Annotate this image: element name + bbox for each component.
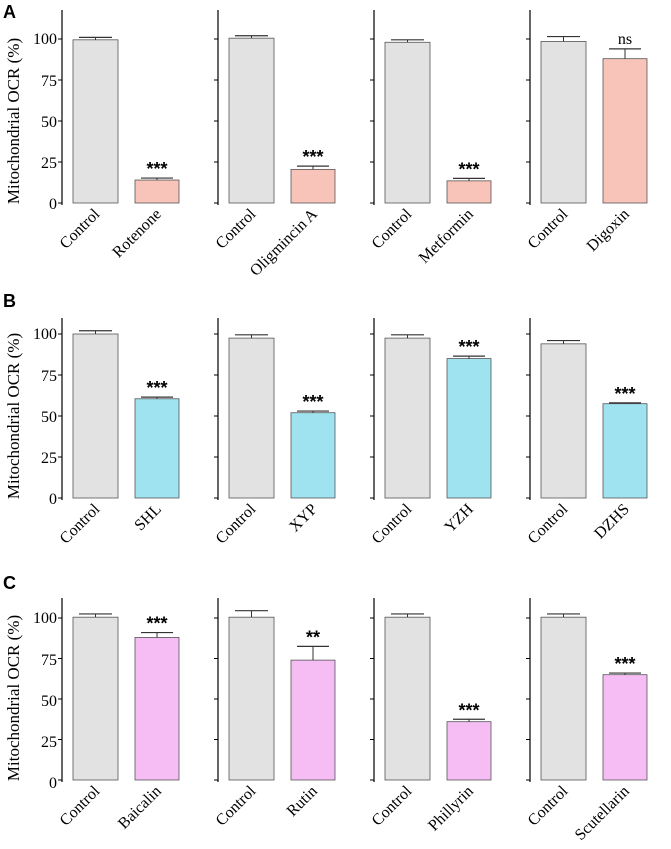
panel-label-c: C [3, 573, 16, 593]
category-label: SHL [131, 501, 164, 534]
bar [228, 37, 275, 204]
bar [384, 337, 431, 499]
chart-b-2: Control *** XYP [213, 318, 336, 547]
y-tick-label: 25 [41, 734, 57, 751]
bar-charts: Control***Rotenone Control***Oligmincin A… [57, 10, 648, 844]
y-axis-title-b: Mitochondrial OCR (%) [4, 333, 23, 499]
significance-label: *** [614, 654, 635, 674]
category-label: XYP [286, 501, 321, 536]
significance-label: *** [458, 700, 479, 720]
significance-label: *** [302, 147, 323, 167]
significance-label: *** [146, 159, 167, 179]
chart-b-3: Control *** YZH [369, 318, 492, 547]
chart-b-4: Control *** DZHS [525, 318, 648, 547]
bar [540, 616, 587, 781]
bar [602, 58, 648, 204]
bar [384, 41, 431, 204]
bar [72, 39, 119, 204]
chart-a-3: Control *** Metformin [369, 10, 492, 267]
bar [72, 616, 119, 781]
category-label: Scutellarin [572, 783, 633, 844]
y-tick-label: 50 [41, 693, 57, 710]
y-tick-label: 0 [49, 775, 57, 792]
significance-label: *** [146, 614, 167, 634]
bar [290, 412, 336, 499]
y-tick-label: 0 [49, 196, 57, 213]
category-label: Control [525, 205, 572, 252]
chart-c-1: Control *** Baicalin [57, 598, 180, 833]
category-label: Control [57, 782, 104, 829]
significance-label: ** [306, 627, 320, 647]
bar [134, 637, 180, 781]
y-tick-label: 75 [41, 652, 57, 669]
y-axis-title-a: Mitochondrial OCR (%) [4, 38, 23, 204]
bar [290, 659, 336, 781]
bar [134, 179, 180, 204]
panel-label-b: B [3, 291, 16, 311]
bar [384, 616, 431, 781]
category-label: Control [369, 782, 416, 829]
bar [134, 398, 180, 499]
bar [228, 337, 275, 499]
significance-label: *** [458, 337, 479, 357]
bar [290, 168, 336, 204]
category-label: Control [525, 500, 572, 547]
bar [602, 403, 648, 499]
category-label: Control [213, 205, 260, 252]
panel-label-a: A [3, 2, 16, 22]
category-label: Rotenone [109, 206, 164, 261]
category-label: Control [525, 782, 572, 829]
y-tick-label: 75 [41, 73, 57, 90]
category-label: Control [213, 500, 260, 547]
category-label: Control [213, 782, 260, 829]
significance-label: *** [458, 159, 479, 179]
y-tick-label: 50 [41, 409, 57, 426]
chart-a-4: Control ns Digoxin [525, 10, 648, 255]
category-label: Control [57, 205, 104, 252]
bar [540, 343, 587, 499]
chart-c-2: Control ** Rutin [213, 598, 336, 829]
category-label: Digoxin [584, 206, 633, 255]
category-label: Control [369, 500, 416, 547]
y-tick-labels-c: 100 75 50 25 0 [33, 610, 57, 792]
category-label: Phillyrin [425, 783, 477, 835]
bar [540, 41, 587, 204]
bar [446, 180, 492, 204]
category-label: Control [57, 500, 104, 547]
significance-label: *** [302, 392, 323, 412]
category-label: DZHS [591, 501, 633, 543]
category-label: Rutin [284, 783, 321, 820]
category-label: Control [369, 205, 416, 252]
bar [72, 333, 119, 499]
chart-a-2: Control***Oligmincin A [213, 10, 336, 280]
bar [446, 721, 492, 781]
bar [446, 358, 492, 499]
chart-c-4: Control *** Scutellarin [525, 598, 648, 844]
y-tick-label: 100 [33, 326, 57, 343]
y-tick-label: 75 [41, 368, 57, 385]
category-label: YZH [442, 500, 478, 536]
category-label: Metformin [416, 206, 477, 267]
category-label: Baicalin [115, 783, 165, 833]
significance-label: *** [146, 378, 167, 398]
y-tick-label: 100 [33, 610, 57, 627]
significance-label: ns [618, 31, 632, 48]
bar [602, 674, 648, 781]
y-axis-title-c: Mitochondrial OCR (%) [4, 615, 23, 781]
chart-b-1: Control *** SHL [57, 318, 180, 547]
chart-a-1: Control *** Rotenone [57, 10, 180, 261]
y-tick-label: 25 [41, 450, 57, 467]
y-tick-label: 25 [41, 155, 57, 172]
y-tick-label: 50 [41, 114, 57, 131]
y-tick-label: 100 [33, 31, 57, 48]
y-tick-label: 0 [49, 491, 57, 508]
bar [228, 616, 275, 781]
y-tick-labels-a: 100 75 50 25 0 [33, 31, 57, 213]
significance-label: *** [614, 384, 635, 404]
y-tick-labels-b: 100 75 50 25 0 [33, 326, 57, 508]
chart-c-3: Control *** Phillyrin [369, 598, 492, 835]
